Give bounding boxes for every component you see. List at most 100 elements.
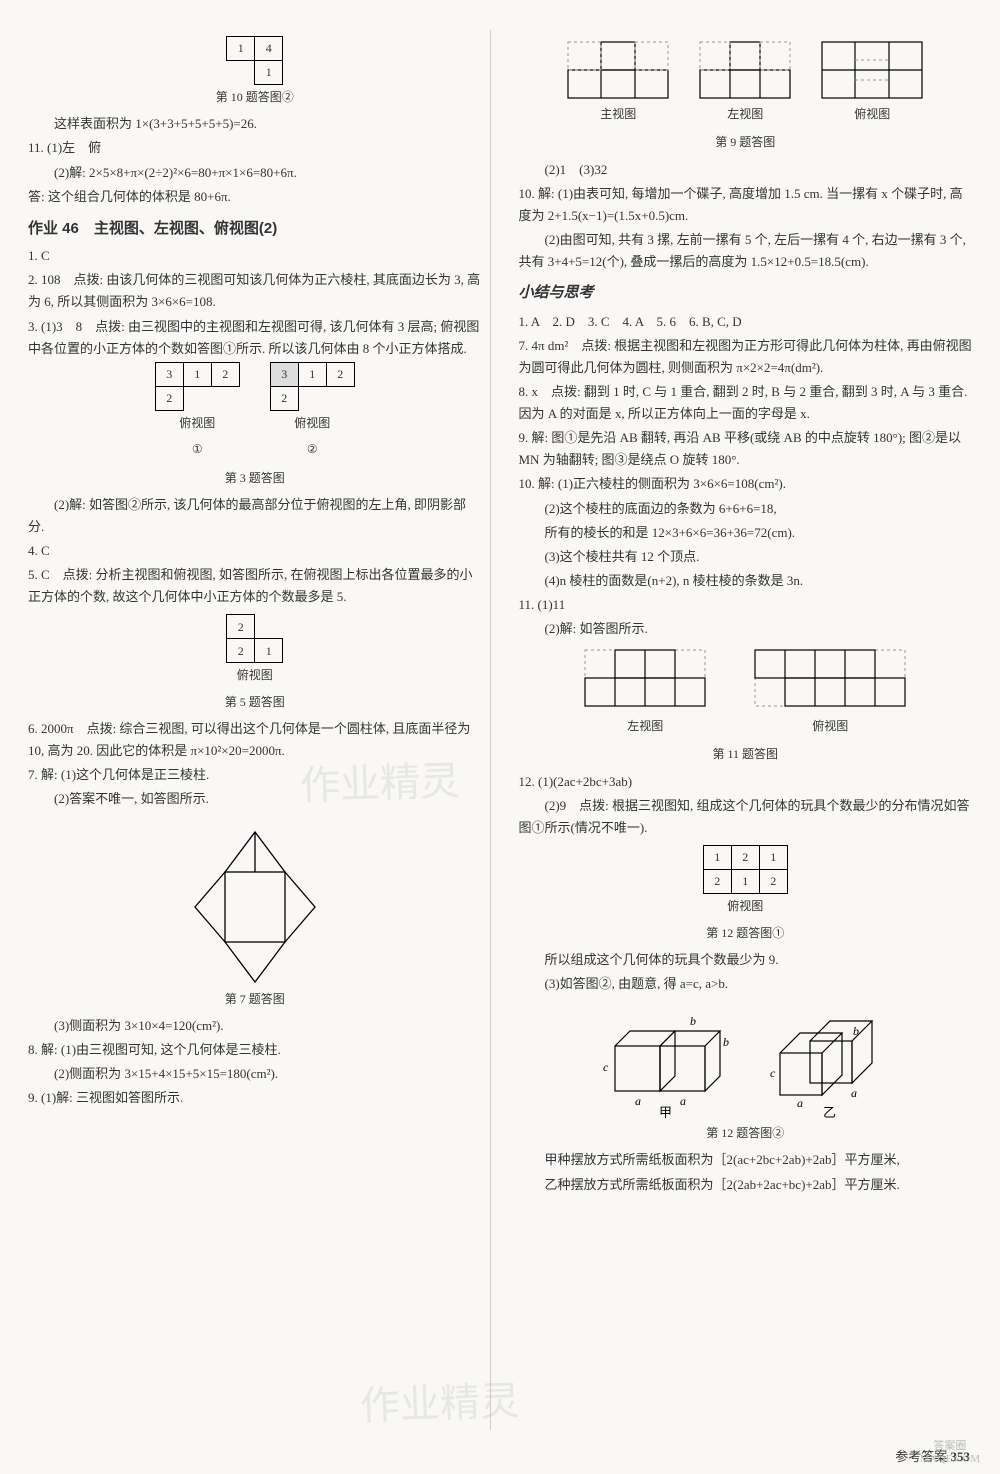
fig-9-label-0: 主视图: [563, 104, 673, 124]
logo-line-2: MXQE.COM: [920, 1453, 980, 1466]
text: 8. 解: (1)由三视图可知, 这个几何体是三棱柱.: [28, 1039, 482, 1061]
fig-9-main: 主视图: [563, 30, 673, 130]
fig-3-right: 312 2 俯视图 ②: [270, 362, 355, 466]
fig-7-svg: [180, 817, 330, 987]
cell: 2: [155, 386, 183, 410]
fig-9-top-svg: [817, 30, 927, 102]
text: (2)由图可知, 共有 3 摞, 左前一摞有 5 个, 左后一摞有 4 个, 右…: [519, 229, 973, 273]
fig-11-left: 左视图: [580, 642, 710, 742]
fig-12b-svg: b b c a a b c a a 甲 乙: [595, 1001, 895, 1121]
fig-12b-caption: 第 12 题答图②: [519, 1123, 973, 1143]
text: (2)答案不唯一, 如答图所示.: [28, 788, 482, 810]
text: 这样表面积为 1×(3+3+5+5+5+5)=26.: [28, 113, 482, 135]
fig-3-right-num: ②: [270, 439, 355, 459]
fig-12a: 121 212 俯视图 第 12 题答图①: [519, 845, 973, 943]
logo-line-1: 答案圈: [920, 1440, 980, 1453]
fig-11-label-0: 左视图: [580, 716, 710, 736]
text: 答: 这个组合几何体的体积是 80+6π.: [28, 186, 482, 208]
page: 14 1 第 10 题答图② 这样表面积为 1×(3+3+5+5+5+5)=26…: [0, 0, 1000, 1440]
fig-11-right-svg: [750, 642, 910, 714]
fig-10: 14 1 第 10 题答图②: [28, 36, 482, 107]
label-a: a: [635, 1094, 641, 1108]
fig-5: 2 21 俯视图 第 5 题答图: [28, 614, 482, 712]
text: (2)1 (3)32: [519, 159, 973, 181]
fig-3-right-cap: 俯视图: [270, 413, 355, 433]
text: (2)这个棱柱的底面边的条数为 6+6+6=18,: [519, 498, 973, 520]
text: 6. 2000π 点拨: 综合三视图, 可以得出这个几何体是一个圆柱体, 且底面…: [28, 718, 482, 762]
text: (3)侧面积为 3×10×4=120(cm²).: [28, 1015, 482, 1037]
text: (3)如答图②, 由题意, 得 a=c, a>b.: [519, 973, 973, 995]
fig-7: 第 7 题答图: [28, 817, 482, 1009]
text: 8. x 点拨: 翻到 1 时, C 与 1 重合, 翻到 2 时, B 与 2…: [519, 381, 973, 425]
cell: 1: [298, 362, 326, 386]
text: 7. 4π dm² 点拨: 根据主视图和左视图为正方形可得此几何体为柱体, 再由…: [519, 335, 973, 379]
text: 所有的棱长的和是 12×3+6×6=36+36=72(cm).: [519, 522, 973, 544]
fig-5-grid: 2 21: [226, 614, 283, 663]
text: (2)解: 如答图②所示, 该几何体的最高部分位于俯视图的左上角, 即阴影部分.: [28, 494, 482, 538]
fig-9: 主视图 左视图: [519, 30, 973, 130]
cell-empty: [326, 386, 354, 410]
text: (2)解: 2×5×8+π×(2÷2)²×6=80+π×1×6=80+6π.: [28, 162, 482, 184]
left-column: 14 1 第 10 题答图② 这样表面积为 1×(3+3+5+5+5+5)=26…: [20, 30, 491, 1430]
label-yi: 乙: [823, 1105, 836, 1120]
cell: 1: [255, 61, 283, 85]
hw46-title: 作业 46 主视图、左视图、俯视图(2): [28, 216, 482, 242]
text: 3. (1)3 8 点拨: 由三视图中的主视图和左视图可得, 该几何体有 3 层…: [28, 316, 482, 360]
fig-9-left-svg: [695, 30, 795, 102]
text: (2)9 点拨: 根据三视图知, 组成这个几何体的玩具个数最少的分布情况如答图①…: [519, 795, 973, 839]
cell-empty: [227, 61, 255, 85]
fig-10-grid: 14 1: [226, 36, 283, 85]
cell: 3: [155, 362, 183, 386]
fig-3-left-cap: 俯视图: [155, 413, 240, 433]
text: 11. (1)左 俯: [28, 137, 482, 159]
cell: 2: [227, 639, 255, 663]
text: (2)侧面积为 3×15+4×15+5×15=180(cm²).: [28, 1063, 482, 1085]
fig-12a-grid: 121 212: [703, 845, 788, 894]
text: (3)这个棱柱共有 12 个顶点.: [519, 546, 973, 568]
text: 7. 解: (1)这个几何体是正三棱柱.: [28, 764, 482, 786]
text: 1. A 2. D 3. C 4. A 5. 6 6. B, C, D: [519, 311, 973, 333]
fig-12a-cap: 俯视图: [519, 896, 973, 916]
fig-3-caption: 第 3 题答图: [28, 468, 482, 488]
cell: 1: [759, 846, 787, 870]
text: 9. 解: 图①是先沿 AB 翻转, 再沿 AB 平移(或绕 AB 的中点旋转 …: [519, 427, 973, 471]
cell-empty: [183, 386, 211, 410]
cell: 1: [731, 870, 759, 894]
fig-3-right-grid: 312 2: [270, 362, 355, 411]
text: 2. 108 点拨: 由该几何体的三视图可知该几何体为正六棱柱, 其底面边长为 …: [28, 269, 482, 313]
text: 4. C: [28, 540, 482, 562]
cell: 1: [255, 639, 283, 663]
text: (2)解: 如答图所示.: [519, 618, 973, 640]
summary-title: 小结与思考: [519, 281, 973, 307]
text: 11. (1)11: [519, 594, 973, 616]
cell: 2: [211, 362, 239, 386]
label-b: b: [690, 1014, 696, 1028]
label-a: a: [797, 1096, 803, 1110]
fig-3-left: 312 2 俯视图 ①: [155, 362, 240, 466]
fig-3-left-num: ①: [155, 439, 240, 459]
label-a: a: [680, 1094, 686, 1108]
cell-empty: [255, 615, 283, 639]
fig-11-left-svg: [580, 642, 710, 714]
fig-12a-caption: 第 12 题答图①: [519, 923, 973, 943]
fig-11-label-1: 俯视图: [750, 716, 910, 736]
cell: 3: [270, 362, 298, 386]
fig-9-label-2: 俯视图: [817, 104, 927, 124]
fig-5-caption: 第 5 题答图: [28, 692, 482, 712]
cell: 1: [227, 37, 255, 61]
cell-empty: [211, 386, 239, 410]
label-c: c: [770, 1066, 776, 1080]
fig-9-label-1: 左视图: [695, 104, 795, 124]
cell: 2: [703, 870, 731, 894]
right-column: 主视图 左视图: [511, 30, 981, 1430]
fig-9-left: 左视图: [695, 30, 795, 130]
text: 9. (1)解: 三视图如答图所示.: [28, 1087, 482, 1109]
page-footer: 参考答案 353: [0, 1440, 1000, 1474]
fig-11-right: 俯视图: [750, 642, 910, 742]
fig-9-main-svg: [563, 30, 673, 102]
fig-3-left-grid: 312 2: [155, 362, 240, 411]
text: (4)n 棱柱的面数是(n+2), n 棱柱棱的条数是 3n.: [519, 570, 973, 592]
text: 乙种摆放方式所需纸板面积为［2(2ab+2ac+bc)+2ab］平方厘米.: [519, 1174, 973, 1196]
cell: 1: [183, 362, 211, 386]
label-b: b: [723, 1035, 729, 1049]
